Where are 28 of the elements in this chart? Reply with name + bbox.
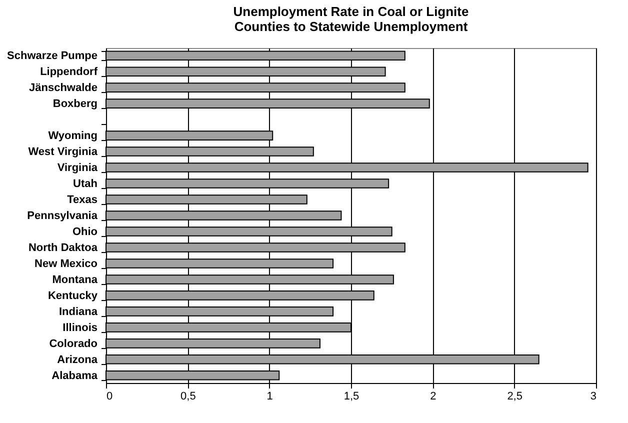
- y-tick-label: Colorado: [49, 338, 98, 350]
- y-tick-label: New Mexico: [34, 258, 98, 270]
- y-tick-label: West Virginia: [28, 146, 98, 158]
- x-tick-label: 0: [106, 390, 113, 402]
- y-tick-label: Texas: [67, 194, 98, 206]
- y-tick-label: Alabama: [52, 370, 98, 382]
- y-tick-label: Arizona: [57, 354, 98, 366]
- y-tick-label: Schwarze Pumpe: [7, 50, 98, 62]
- y-tick-label: Illinois: [62, 322, 98, 334]
- x-tick-label: 1: [266, 390, 273, 402]
- chart-title: Unemployment Rate in Coal or Lignite Counties to Statewide Unemployment: [233, 4, 469, 34]
- x-tick-label: 3: [590, 390, 596, 402]
- x-tick-label: 2,5: [507, 390, 522, 402]
- x-tick-label: 0,5: [180, 390, 196, 402]
- y-tick-label: Boxberg: [52, 98, 98, 110]
- y-tick-label: Indiana: [58, 306, 98, 318]
- y-tick-label: Lippendorf: [40, 66, 98, 78]
- y-tick-label: Virginia: [57, 162, 98, 174]
- y-tick-label: Jänschwalde: [29, 82, 98, 94]
- x-tick-label: 2: [430, 390, 436, 402]
- y-tick-label: Montana: [52, 274, 98, 286]
- y-tick-label: Ohio: [72, 226, 98, 238]
- y-tick-label: Utah: [73, 178, 98, 190]
- x-tick-label: 1,5: [344, 390, 360, 402]
- y-tick-label: North Daktoa: [28, 242, 98, 254]
- y-tick-label: Pennsylvania: [27, 210, 98, 222]
- y-tick-label: Wyoming: [48, 130, 98, 142]
- y-tick-label: Kentucky: [48, 290, 98, 302]
